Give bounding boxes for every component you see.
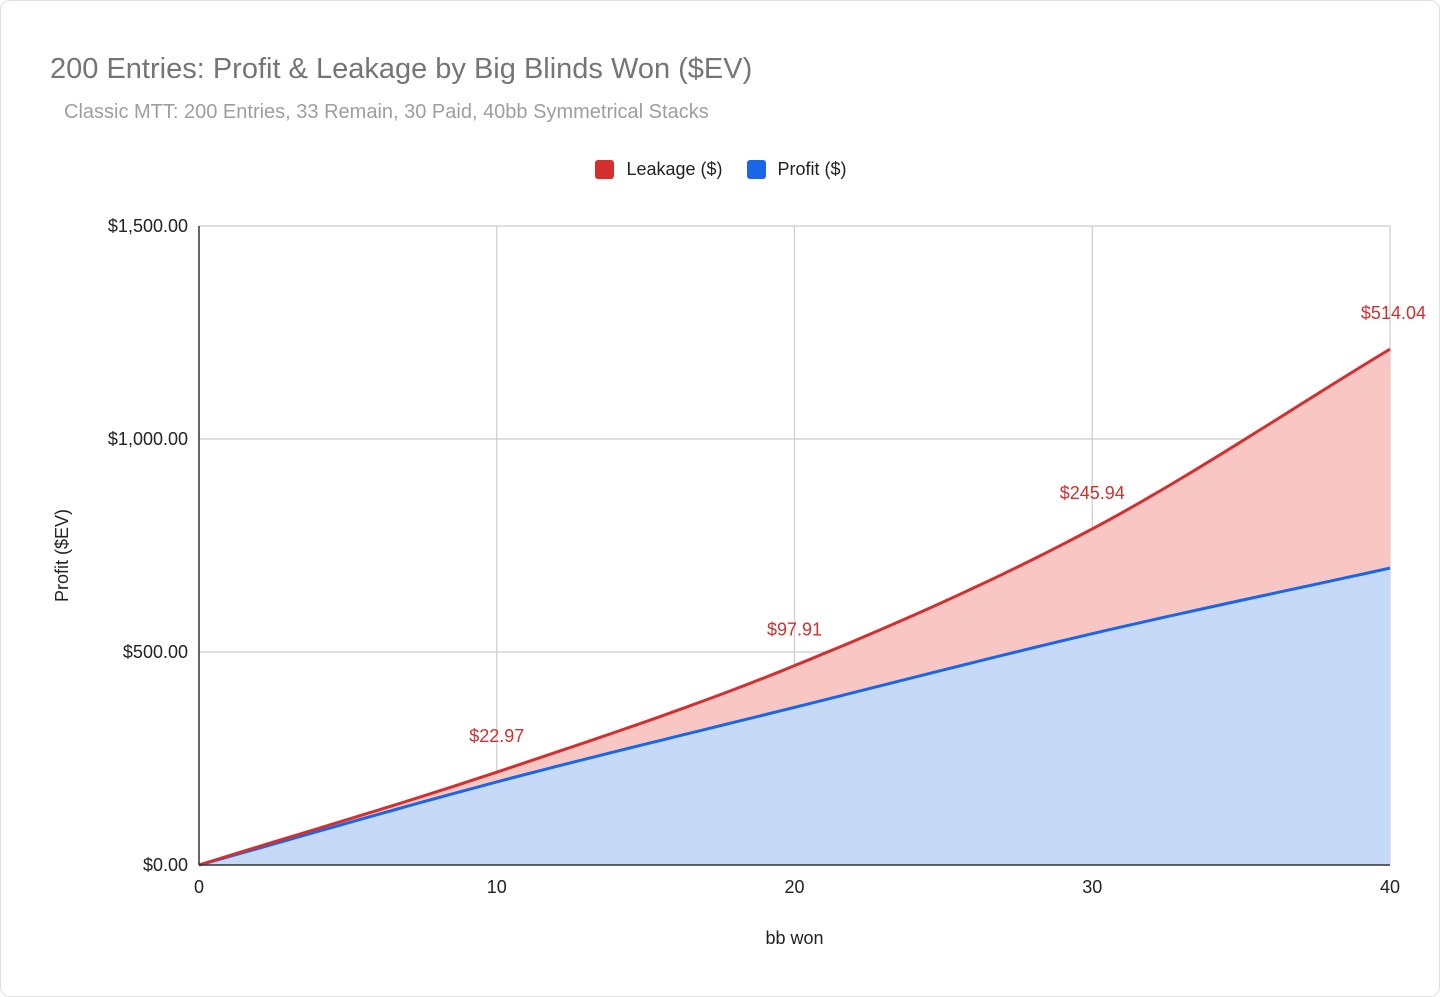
x-tick-label-2: 20: [784, 877, 804, 897]
legend-label-profit: Profit ($): [777, 159, 847, 179]
legend-label-leakage: Leakage ($): [626, 159, 723, 179]
legend-item-profit[interactable]: Profit ($): [746, 159, 847, 180]
x-axis-title: bb won: [765, 928, 823, 948]
data-labels: $22.97 $97.91 $245.94 $514.04: [469, 303, 1426, 746]
data-label-leakage-3: $245.94: [1060, 483, 1125, 503]
data-label-leakage-2: $97.91: [767, 620, 822, 640]
x-tick-label-1: 10: [487, 877, 507, 897]
y-tick-label-0: $0.00: [143, 855, 188, 875]
line-profit: [198, 566, 1391, 867]
area-profit: [199, 568, 1390, 865]
y-tick-label-1: $500.00: [123, 642, 188, 662]
chart-subtitle: Classic MTT: 200 Entries, 33 Remain, 30 …: [64, 101, 709, 123]
x-tick-label-3: 30: [1082, 877, 1102, 897]
y-tick-label-2: $1,000.00: [108, 429, 188, 449]
legend-item-leakage[interactable]: Leakage ($): [595, 159, 723, 180]
data-label-leakage-1: $22.97: [469, 726, 524, 746]
y-tick-label-3: $1,500.00: [108, 216, 188, 236]
axes: [198, 226, 1390, 866]
area-leakage: [199, 349, 1390, 866]
x-tick-label-4: 40: [1380, 877, 1400, 897]
chart-title: 200 Entries: Profit & Leakage by Big Bli…: [50, 53, 753, 85]
x-tick-label-0: 0: [194, 877, 204, 897]
chart-legend: Leakage ($) Profit ($): [1, 159, 1439, 180]
legend-swatch-profit: [746, 160, 766, 179]
legend-swatch-leakage: [595, 160, 615, 179]
line-leakage: [198, 347, 1391, 867]
series-areas: [198, 347, 1391, 867]
y-axis-title: Profit ($EV): [52, 509, 72, 602]
tick-labels: $0.00 $500.00 $1,000.00 $1,500.00 0 10 20 30 40: [108, 216, 1400, 897]
data-label-leakage-4: $514.04: [1361, 303, 1426, 323]
